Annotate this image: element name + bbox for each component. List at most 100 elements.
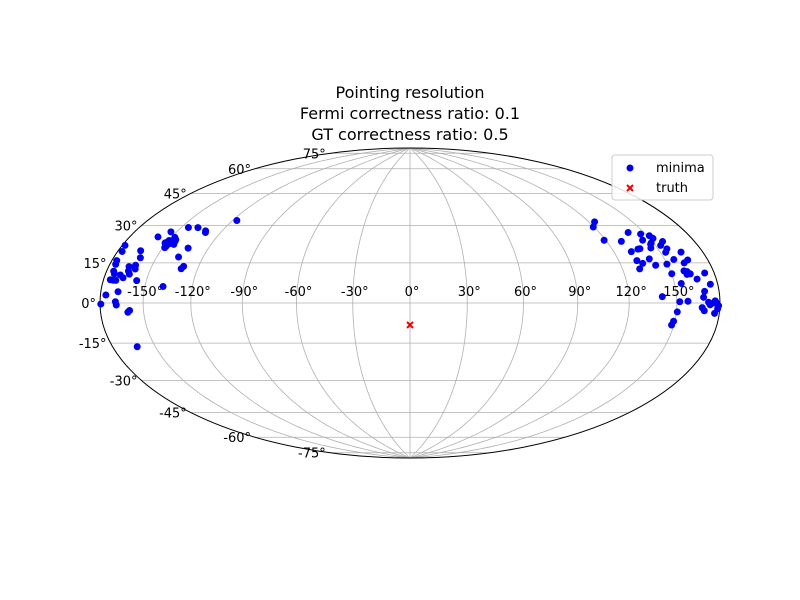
- minima-point: [133, 277, 141, 285]
- minima-point: [700, 307, 708, 315]
- lat-tick-label: -15°: [79, 337, 107, 352]
- lon-tick-label: -30°: [341, 285, 369, 300]
- minima-point: [636, 265, 644, 273]
- legend-frame: [611, 154, 714, 201]
- minima-point: [194, 224, 202, 232]
- legend-minima-marker: [626, 164, 634, 172]
- title-line-3: GT correctness ratio: 0.5: [311, 125, 508, 144]
- minima-point: [591, 218, 599, 226]
- minima-point: [668, 321, 676, 329]
- lat-tick-label: 45°: [164, 187, 187, 202]
- minima-point: [180, 262, 188, 270]
- minima-point: [159, 283, 167, 291]
- legend: minima truth: [611, 154, 714, 201]
- lat-tick-label: -30°: [110, 375, 138, 390]
- chart-title: Pointing resolution Fermi correctness ra…: [300, 83, 520, 144]
- minima-point: [167, 228, 175, 236]
- minima-point: [170, 240, 178, 248]
- minima-point: [97, 300, 105, 308]
- minima-point: [639, 236, 647, 244]
- minima-point: [636, 245, 644, 253]
- minima-point: [131, 265, 139, 273]
- tick-labels: -150° -120° -90° -60° -30° 0° 30° 60° 90° 120° 150…: [79, 147, 695, 461]
- minima-point: [118, 247, 126, 255]
- lon-tick-label: -60°: [285, 285, 313, 300]
- minima-point: [162, 242, 170, 250]
- minima-point: [633, 257, 641, 265]
- minima-point: [673, 308, 681, 316]
- truth-point: [406, 321, 414, 329]
- minima-point: [184, 244, 192, 252]
- minima-point: [677, 248, 685, 256]
- title-line-1: Pointing resolution: [336, 83, 485, 102]
- minima-point: [676, 298, 684, 306]
- legend-truth-marker: [626, 184, 634, 192]
- data-points: [97, 217, 723, 351]
- minima-point: [670, 255, 678, 263]
- minima-point: [658, 293, 666, 301]
- minima-point: [102, 291, 110, 299]
- minima-point: [121, 241, 129, 249]
- minima-point: [686, 270, 694, 278]
- minima-point: [112, 276, 120, 284]
- minima-point: [201, 229, 209, 237]
- lon-tick-label: -150°: [127, 285, 163, 300]
- lat-tick-label: 60°: [228, 163, 251, 178]
- lon-tick-label: 60°: [514, 285, 537, 300]
- minima-point: [184, 224, 192, 232]
- minima-point: [663, 245, 671, 253]
- minima-point: [668, 270, 676, 278]
- minima-point: [617, 237, 625, 245]
- minima-point: [627, 248, 635, 256]
- lon-tick-label: 30°: [458, 285, 481, 300]
- minima-point: [711, 297, 719, 305]
- minima-point: [677, 279, 685, 287]
- minima-point: [649, 234, 657, 242]
- lon-tick-label: 120°: [616, 285, 647, 300]
- minima-point: [126, 306, 134, 314]
- minima-point: [706, 280, 714, 288]
- minima-point: [639, 259, 647, 267]
- lat-tick-label: 75°: [303, 147, 326, 162]
- minima-point: [700, 293, 708, 301]
- minima-point: [645, 255, 653, 263]
- minima-point: [701, 269, 709, 277]
- minima-point: [693, 275, 701, 283]
- minima-point: [233, 217, 241, 225]
- lat-tick-label: 0°: [81, 297, 96, 312]
- lon-tick-label: -120°: [175, 285, 211, 300]
- lon-tick-label: 90°: [568, 285, 591, 300]
- legend-truth-label: truth: [656, 181, 688, 196]
- minima-point: [175, 253, 183, 261]
- minima-point: [114, 288, 122, 296]
- minima-point: [111, 298, 119, 306]
- lon-tick-label: 0°: [405, 285, 420, 300]
- minima-point: [137, 247, 145, 255]
- minima-point: [684, 256, 692, 264]
- graticule: [100, 147, 720, 459]
- minima-point: [663, 260, 671, 268]
- minima-point: [684, 297, 692, 305]
- lat-tick-label: -60°: [223, 431, 251, 446]
- minima-point: [119, 274, 127, 282]
- minima-point: [600, 236, 608, 244]
- minima-point: [112, 260, 120, 268]
- minima-point: [624, 229, 632, 237]
- legend-minima-label: minima: [656, 161, 705, 176]
- minima-point: [136, 254, 144, 262]
- lat-tick-label: -75°: [298, 447, 326, 462]
- lat-tick-label: 30°: [114, 220, 137, 235]
- minima-point: [637, 230, 645, 238]
- minima-point: [125, 270, 133, 278]
- minima-point: [659, 238, 667, 246]
- minima-point: [154, 233, 162, 241]
- minima-point: [110, 270, 118, 278]
- minima-point: [133, 343, 141, 351]
- minima-point: [652, 261, 660, 269]
- lon-tick-label: 150°: [663, 285, 694, 300]
- lat-tick-label: -45°: [159, 407, 187, 422]
- lon-tick-label: -90°: [230, 285, 258, 300]
- minima-point: [701, 287, 709, 295]
- lat-tick-label: 15°: [84, 257, 107, 272]
